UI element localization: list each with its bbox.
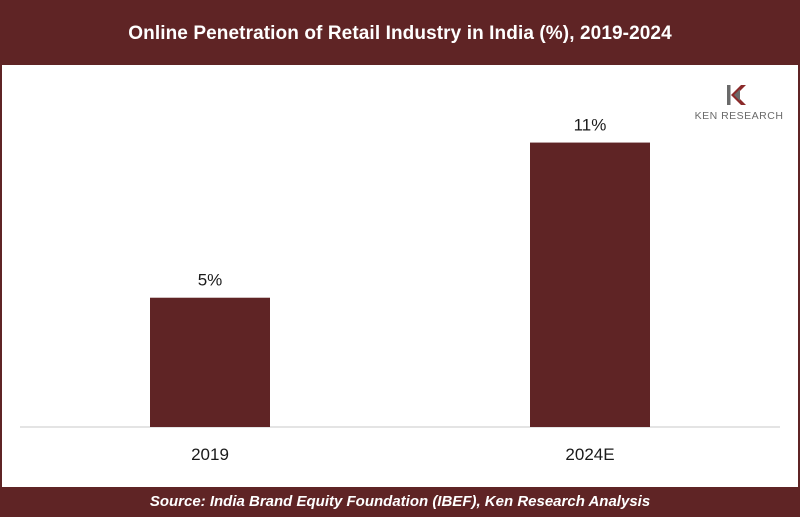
source-note: Source: India Brand Equity Foundation (I…	[2, 487, 798, 515]
plot-area: 5% 2019 11% 2024E	[2, 65, 798, 487]
chart-title: Online Penetration of Retail Industry in…	[2, 2, 798, 65]
bar-2019	[150, 297, 270, 427]
bar-2024E	[530, 142, 650, 428]
x-tick-label-2024E: 2024E	[565, 445, 614, 464]
ken-research-logo: KEN RESEARCH	[684, 82, 794, 127]
x-tick-label-2019: 2019	[191, 445, 229, 464]
ken-research-logo-icon	[727, 85, 746, 105]
data-label-2024E: 11%	[574, 116, 607, 135]
bar-chart: 5% 2019 11% 2024E	[20, 116, 780, 464]
ken-research-logo-text: KEN RESEARCH	[694, 110, 784, 122]
data-label-2019: 5%	[198, 271, 223, 290]
